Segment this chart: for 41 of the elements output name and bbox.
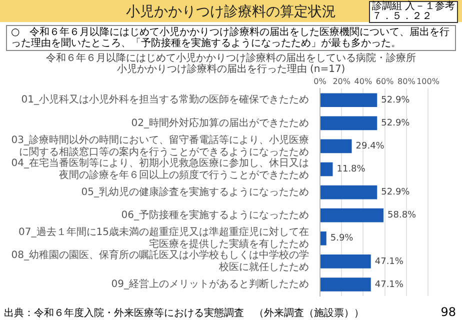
x-tick-label: 80% (398, 76, 416, 86)
bar (320, 208, 384, 222)
bar (320, 185, 378, 200)
y-tick-label: 07_過去１年間に15歳未満の超重症児又は準超重症児に対して在宅医療を提供した実績を有したため (18, 226, 309, 250)
bar (320, 116, 378, 130)
text: 小児かかりつけ診療料の届出を行った理由 (n=17) (116, 64, 346, 75)
source-note: 出典：令和６年度入院・外来医療等における実態調査 （外来調査（施設票）） (4, 306, 364, 320)
y-tick-label: 01_小児科又は小児外科を担当する常勤の医師を確保できたため (21, 94, 309, 106)
x-tick-label: 40% (354, 76, 372, 86)
bar (320, 139, 352, 154)
text: 診調組 入－１参考 (372, 1, 455, 12)
data-label: 58.8% (388, 210, 417, 221)
bar (320, 231, 326, 246)
data-label: 11.8% (336, 164, 366, 175)
y-tick-label: 06_予防接種を実施するようになったため (121, 208, 309, 221)
text: 令和６年６月以降にはじめて小児かかりつけ診療料の届出をしている病院・診療所 (45, 53, 417, 64)
x-tick-label: 20% (332, 76, 351, 86)
data-label: 29.4% (356, 142, 385, 152)
text: ○ 令和６年６月以降にはじめて小児かかりつけ診療料の届出をした医療機関について、届出を行った理由を聞いたところ、「予防接種を実施するようになったため」が最も多かった。 (6, 25, 456, 51)
bar (320, 162, 333, 176)
text: 小児かかりつけ診療料の算定状況 (126, 4, 336, 20)
data-label: 52.9% (381, 188, 410, 198)
y-tick-label: 04_在宅当番医制等により、初期小児救急医療に参加し、休日又は夜間の診療を年６回以上の頻度で行うことができたため (11, 156, 309, 181)
x-tick-label: 100% (416, 76, 440, 86)
bar (320, 93, 378, 108)
data-label: 47.1% (374, 256, 404, 267)
data-label: 52.9% (381, 95, 410, 106)
text: ７．５．２２ (372, 11, 433, 22)
y-tick-label: 05_乳幼児の健康診査を実施するようになったため (81, 186, 309, 198)
data-label: 47.1% (374, 280, 404, 290)
bar (320, 254, 371, 268)
y-tick-label: 08_幼稚園の園医、保育所の嘱託医又は小学校もしくは中学校の学校医に就任したため (11, 249, 309, 274)
y-tick-label: 09_経営上のメリットがあると判断したため (111, 278, 309, 290)
y-tick-label: 03_診療時間以外の時間において、留守番電話等により、小児医療に関する相談窓口等の案内を行うことができるようになったため (11, 134, 309, 158)
bar (320, 278, 371, 292)
text: 98 (440, 305, 456, 319)
data-label: 5.9% (330, 234, 354, 244)
x-tick-label: 60% (376, 76, 394, 86)
x-tick-label: 0% (314, 76, 327, 86)
y-tick-label: 02_時間外対応加算の届出ができたため (131, 116, 309, 129)
data-label: 52.9% (381, 118, 410, 129)
